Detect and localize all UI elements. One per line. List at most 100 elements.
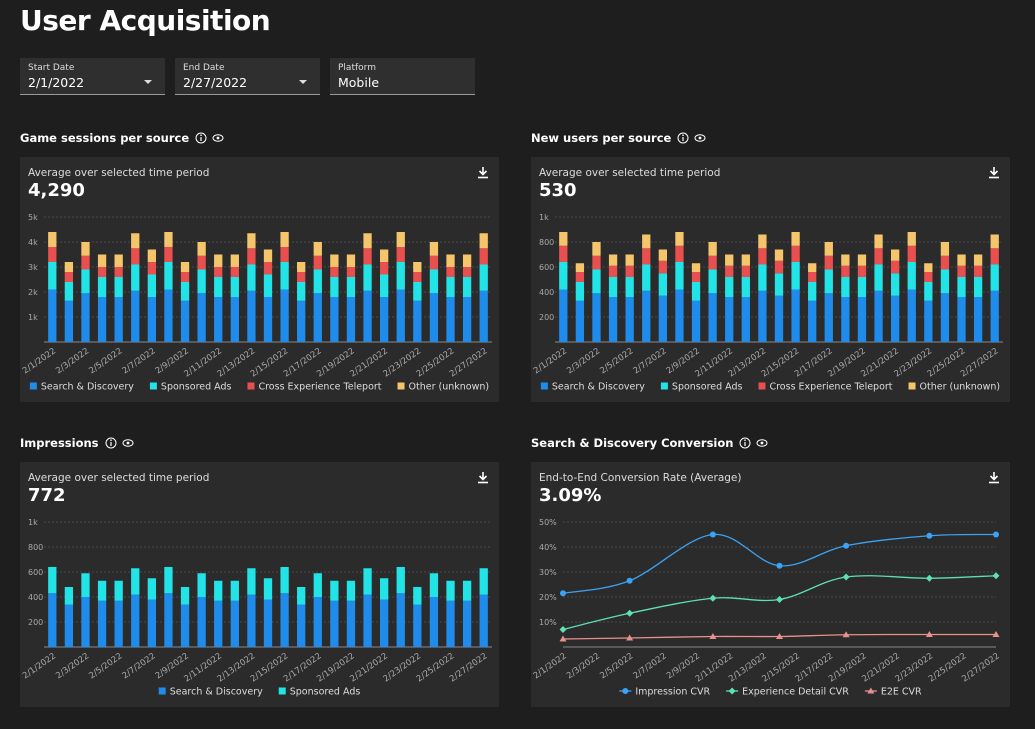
bar-segment: [48, 593, 57, 647]
bar-segment: [413, 282, 422, 301]
info-icons[interactable]: [739, 437, 769, 449]
platform-filter[interactable]: Platform Mobile: [330, 58, 475, 95]
bar-segment: [940, 293, 950, 342]
section-title: Search & Discovery Conversion: [531, 436, 769, 450]
legend-item[interactable]: Sponsored Ads: [149, 382, 232, 393]
bar-segment: [280, 289, 289, 342]
bar-segment: [114, 297, 123, 342]
summary-value: 530: [539, 180, 577, 201]
marker: [926, 532, 933, 539]
legend-item[interactable]: Search & Discovery: [158, 687, 263, 698]
legend-item[interactable]: E2E CVR: [864, 687, 922, 698]
bar-segment: [725, 254, 734, 266]
bar-segment: [247, 248, 256, 265]
legend-swatch: [278, 687, 286, 695]
y-tick-label: 600: [539, 263, 554, 272]
marker: [843, 542, 850, 549]
bar-segment: [658, 249, 667, 261]
bar-segment: [575, 282, 585, 301]
bar-segment: [741, 277, 750, 297]
bar-segment: [81, 597, 90, 647]
bar-segment: [575, 263, 585, 272]
bar-segment: [824, 293, 833, 342]
bar-segment: [280, 232, 289, 247]
x-tick-label: 2/5/2022: [598, 346, 635, 376]
bar-segment: [479, 233, 488, 249]
bar-segment: [214, 580, 223, 601]
bar-segment: [708, 242, 717, 256]
download-button[interactable]: [478, 167, 488, 179]
legend-item[interactable]: Other (unknown): [908, 382, 1001, 393]
bar-segment: [114, 277, 123, 297]
bar-segment: [462, 297, 472, 342]
bar-segment: [147, 599, 156, 647]
legend-label: E2E CVR: [881, 687, 922, 698]
bar-segment: [164, 567, 173, 594]
section-title-text: Search & Discovery Conversion: [531, 436, 734, 450]
info-icons[interactable]: [677, 132, 707, 144]
legend-item[interactable]: Experience Detail CVR: [726, 687, 849, 698]
bar-segment: [642, 234, 651, 249]
info-icons[interactable]: [105, 437, 135, 449]
bar-segment: [479, 264, 488, 291]
bar-segment: [446, 277, 455, 297]
bar-segment: [774, 260, 784, 274]
bar-segment: [131, 594, 140, 647]
bar-segment: [625, 277, 634, 297]
marker: [842, 631, 850, 638]
bar-segment: [247, 264, 256, 291]
page-title: User Acquisition: [20, 4, 271, 37]
bar-segment: [313, 293, 322, 342]
y-tick-label: 50%: [539, 518, 557, 527]
section-title: Impressions: [20, 436, 135, 450]
bar-segment: [758, 248, 767, 265]
bar-segment: [363, 233, 372, 249]
y-tick-label: 1k: [28, 313, 38, 322]
bar-segment: [297, 272, 306, 282]
bar-segment: [197, 597, 206, 647]
legend-item[interactable]: Sponsored Ads: [660, 382, 743, 393]
bar-segment: [675, 245, 684, 262]
bar-segment: [625, 297, 634, 342]
section-title: Game sessions per source: [20, 131, 225, 145]
download-button[interactable]: [989, 472, 999, 484]
bar-segment: [247, 233, 256, 249]
download-button[interactable]: [989, 167, 999, 179]
download-button[interactable]: [478, 472, 488, 484]
info-icons[interactable]: [195, 132, 225, 144]
y-tick-label: 30%: [539, 568, 557, 577]
legend-item[interactable]: Impression CVR: [619, 687, 710, 698]
start-date-filter[interactable]: Start Date 2/1/2022: [20, 58, 165, 95]
y-tick-label: 600: [28, 568, 43, 577]
legend-item[interactable]: Other (unknown): [397, 382, 490, 393]
bar-segment: [973, 254, 983, 266]
legend-item[interactable]: Cross Experience Teleport: [758, 382, 893, 393]
marker: [776, 633, 783, 639]
bar-segment: [658, 260, 667, 274]
bar-segment: [446, 254, 455, 267]
filter-label: Start Date: [28, 63, 75, 73]
bar-segment: [380, 599, 389, 647]
legend-label: Search & Discovery: [552, 382, 645, 393]
bar-segment: [346, 277, 356, 297]
end-date-filter[interactable]: End Date 2/27/2022: [175, 58, 320, 95]
bar-segment: [973, 297, 983, 342]
bar-segment: [957, 297, 966, 342]
legend-item[interactable]: Cross Experience Teleport: [247, 382, 382, 393]
legend-swatch: [247, 382, 255, 390]
legend-swatch: [908, 382, 916, 390]
y-tick-label: 4k: [28, 238, 38, 247]
legend-label: Search & Discovery: [41, 382, 134, 393]
legend-item[interactable]: Sponsored Ads: [278, 687, 361, 698]
legend-item[interactable]: Search & Discovery: [29, 382, 134, 393]
bar-segment: [808, 282, 817, 301]
x-tick-label: 2/1/2022: [532, 346, 569, 376]
bar-segment: [824, 242, 833, 256]
bar-segment: [874, 264, 883, 291]
legend-item[interactable]: Search & Discovery: [540, 382, 645, 393]
marker: [709, 594, 717, 602]
bar-segment: [396, 593, 405, 647]
bar-segment: [131, 264, 140, 291]
y-tick-label: 800: [28, 543, 43, 552]
